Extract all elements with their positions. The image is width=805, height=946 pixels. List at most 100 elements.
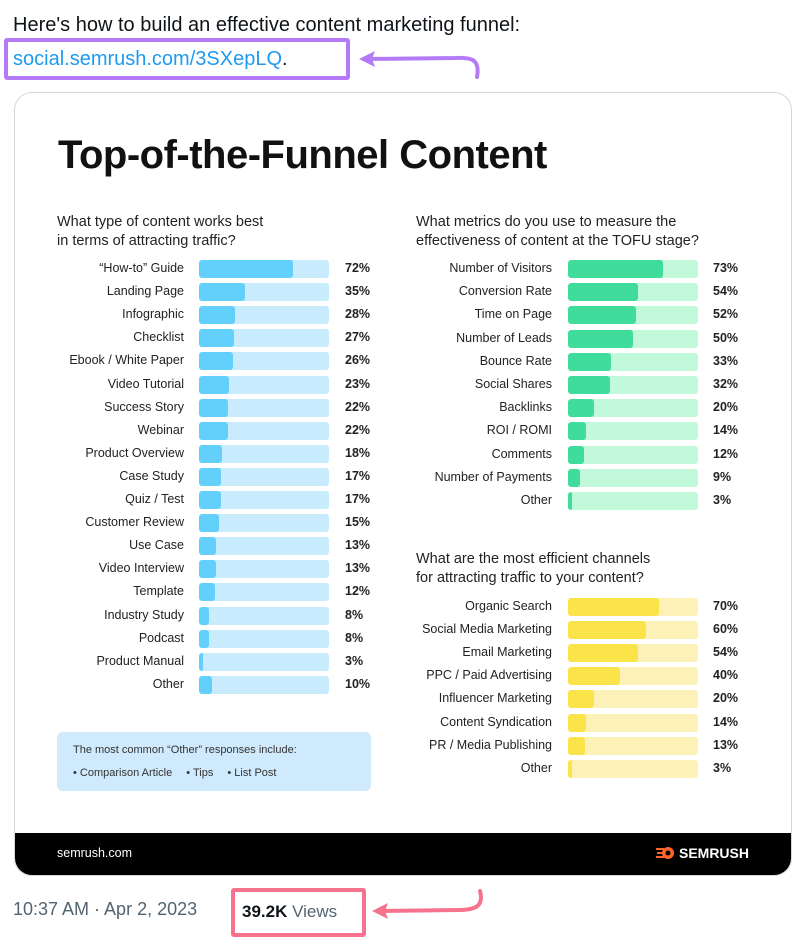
semrush-fire-icon — [655, 847, 674, 859]
chart-question-line: What metrics do you use to measure the — [416, 214, 677, 230]
bar-label: Customer Review — [15, 514, 184, 532]
bar-value-label: 3% — [345, 653, 364, 668]
bar-value-label: 13% — [345, 538, 371, 553]
bar — [568, 492, 572, 510]
bar-label: Other — [15, 760, 552, 778]
bar-value-label: 18% — [345, 445, 371, 460]
bar-label: Comments — [15, 446, 552, 464]
chart-question-line: for attracting traffic to your content? — [416, 570, 644, 586]
bar-label-text: Checklist — [133, 330, 184, 345]
bar-label: Email Marketing — [15, 644, 552, 662]
bar-label: PPC / Paid Advertising — [15, 667, 552, 685]
bar-value-label: 12% — [345, 584, 371, 599]
bar-value-label: 27% — [345, 330, 371, 345]
note-item: • Comparison Article — [73, 767, 173, 779]
bar — [568, 422, 587, 441]
bar-value-label: 15% — [345, 515, 371, 530]
bar — [199, 537, 216, 556]
bar — [568, 329, 633, 348]
note-item: • Tips — [186, 767, 214, 779]
tweet-timestamp[interactable]: 10:37 AM · Apr 2, 2023 — [13, 899, 198, 919]
bar-label: Backlinks — [15, 399, 552, 417]
bar-label-text: Number of Payments — [434, 469, 552, 484]
tweet-text: Here's how to build an effective content… — [13, 14, 521, 36]
bar-label: Number of Visitors — [15, 260, 552, 278]
bar-label: Ebook / White Paper — [15, 352, 184, 370]
chart-question: What metrics do you use to measure the ef… — [416, 213, 699, 251]
bar-value-label: 54% — [713, 284, 739, 299]
bar-track — [568, 492, 698, 510]
chart-question: What type of content works best in terms … — [57, 213, 263, 251]
bar — [568, 621, 646, 640]
bar-label-text: Social Shares — [474, 377, 552, 391]
bar-label: Case Study — [15, 468, 184, 486]
bar-label: Organic Search — [15, 598, 552, 616]
bar — [199, 652, 203, 671]
bar-value-label: 3% — [713, 760, 732, 775]
bar-track — [199, 398, 329, 417]
bar-track — [568, 759, 698, 778]
bar-value-label: 28% — [345, 307, 371, 322]
bar — [568, 283, 639, 302]
bar-track — [199, 352, 329, 371]
infographic-image[interactable]: Top-of-the-Funnel Content What type of c… — [14, 92, 792, 876]
bar-label: Webinar — [15, 422, 184, 440]
chart-question: What are the most efficient channels for … — [416, 550, 650, 588]
bar-label-text: Other — [152, 676, 184, 691]
bar-value-label: 35% — [345, 284, 371, 299]
bar — [199, 329, 235, 348]
bar-track — [199, 444, 329, 463]
views-count[interactable]: 39.2K Views — [242, 902, 338, 921]
bar-label: Video Tutorial — [15, 376, 184, 394]
link-suffix: . — [282, 48, 288, 70]
bar — [199, 306, 236, 325]
link-highlight-box — [4, 38, 350, 80]
bar-label-text: “How-to” Guide — [99, 261, 184, 275]
tweet-link[interactable]: social.semrush.com/3SXepLQ — [13, 48, 283, 70]
bar — [199, 583, 215, 602]
chart-question-line: What are the most efficient channels — [416, 551, 651, 567]
bar-track — [199, 629, 329, 648]
bar-label: Social Shares — [15, 376, 552, 394]
bar-track — [199, 467, 329, 486]
bar — [568, 352, 611, 371]
bar-value-label: 12% — [713, 446, 739, 461]
bar-value-label: 13% — [713, 737, 739, 752]
bar-label: Social Media Marketing — [15, 621, 552, 639]
bar-track — [568, 690, 698, 709]
bar-label-text: Backlinks — [499, 400, 552, 415]
bar-label-text: PR / Media Publishing — [429, 737, 552, 752]
bar-label: Product Manual — [15, 653, 184, 671]
bar — [568, 598, 659, 616]
bar-label-text: Video Interview — [98, 561, 184, 576]
bar-track — [568, 468, 698, 487]
bar-track — [199, 329, 329, 348]
bar-track — [568, 352, 698, 371]
bar-value-label: 23% — [345, 376, 371, 391]
bar-label-text: PPC / Paid Advertising — [426, 668, 552, 683]
bar-value-label: 22% — [345, 422, 371, 437]
bar — [199, 467, 222, 486]
views-highlight-box — [231, 888, 366, 937]
bar-label-text: Webinar — [137, 422, 184, 437]
bar-label: Number of Leads — [15, 330, 552, 348]
bar-value-label: 8% — [345, 607, 364, 622]
bar-label: Podcast — [15, 630, 184, 648]
bar-value-label: 10% — [345, 676, 371, 691]
arrow-icon — [359, 51, 480, 79]
bar-track — [199, 491, 329, 509]
bar-label-text: Case Study — [119, 468, 184, 483]
bar-value-label: 70% — [713, 599, 739, 613]
bar — [568, 445, 584, 464]
bar-value-label: 14% — [713, 714, 739, 729]
bar — [199, 421, 228, 440]
bar-label-text: Product Manual — [96, 653, 184, 668]
bar-label-text: Video Tutorial — [107, 376, 184, 391]
bar-label: Quiz / Test — [15, 491, 184, 509]
bar-track — [199, 283, 329, 302]
bar-label-text: Influencer Marketing — [438, 691, 552, 706]
bar-label: Conversion Rate — [15, 283, 552, 301]
bar-track — [568, 399, 698, 418]
bar-label-text: Number of Visitors — [449, 261, 552, 275]
bar-label-text: Infographic — [122, 307, 184, 322]
